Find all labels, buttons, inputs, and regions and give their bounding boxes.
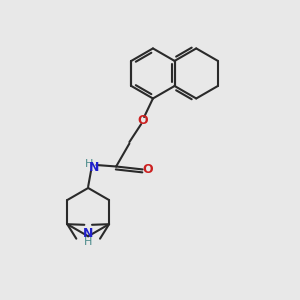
Text: H: H <box>84 237 92 247</box>
Text: N: N <box>83 227 93 240</box>
Text: O: O <box>142 163 153 176</box>
Text: N: N <box>89 161 99 175</box>
Text: H: H <box>85 158 93 169</box>
Text: O: O <box>137 114 148 127</box>
